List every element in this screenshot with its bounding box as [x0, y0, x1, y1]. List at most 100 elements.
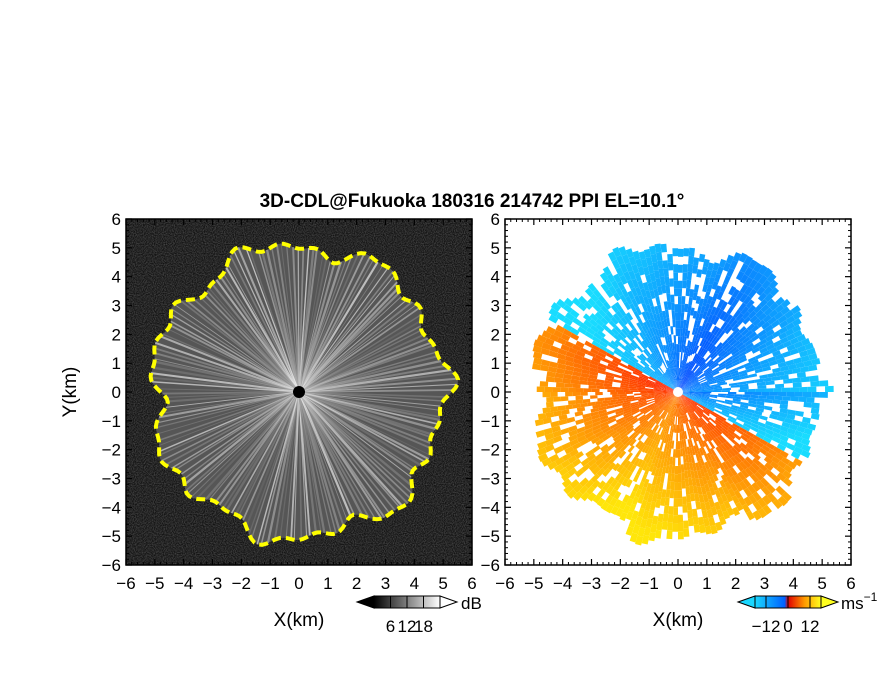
velocity-cell	[587, 453, 596, 462]
velocity-cell	[693, 393, 702, 395]
velocity-cell	[719, 503, 728, 513]
velocity-cell	[680, 377, 683, 385]
velocity-cell	[554, 456, 565, 466]
velocity-cell	[708, 399, 717, 403]
velocity-cell	[628, 384, 638, 388]
velocity-cell	[679, 399, 682, 408]
velocity-cell	[583, 301, 593, 310]
velocity-cell	[673, 264, 678, 273]
velocity-cell	[574, 451, 584, 460]
velocity-cell	[781, 298, 791, 309]
velocity-cell	[714, 285, 722, 295]
velocity-cell	[648, 448, 655, 457]
velocity-cell	[722, 404, 731, 409]
velocity-cell	[670, 351, 673, 360]
velocity-colorbar-tick-label: 12	[801, 617, 820, 636]
velocity-cell	[663, 384, 671, 389]
velocity-cell	[666, 317, 671, 327]
velocity-cell	[761, 444, 771, 453]
snr-beam	[169, 324, 300, 393]
snr-beam	[181, 391, 300, 475]
velocity-cell	[645, 385, 654, 389]
velocity-cell	[721, 408, 730, 413]
velocity-cell	[733, 309, 742, 319]
velocity-cell	[701, 396, 710, 400]
velocity-cell	[586, 327, 596, 336]
snr-beam	[298, 319, 422, 393]
velocity-cell	[580, 491, 590, 502]
velocity-cell	[654, 395, 663, 398]
velocity-cell	[724, 401, 733, 405]
velocity-cell	[724, 362, 733, 368]
velocity-cell	[694, 370, 701, 377]
velocity-cell	[714, 405, 723, 410]
velocity-cell	[622, 405, 632, 410]
velocity-cell	[639, 415, 647, 422]
velocity-cell	[658, 353, 664, 362]
velocity-cell	[727, 432, 736, 440]
velocity-cell	[693, 470, 699, 480]
velocity-cell	[756, 286, 766, 296]
velocity-cell	[686, 279, 692, 289]
velocity-cell	[631, 432, 639, 441]
velocity-center-blank	[673, 387, 683, 397]
velocity-cell	[598, 432, 608, 440]
velocity-cell	[632, 524, 641, 535]
velocity-cell	[664, 336, 669, 345]
velocity-cell	[623, 350, 632, 358]
velocity-cell	[691, 327, 697, 335]
velocity-cell	[761, 392, 770, 396]
velocity-cell	[615, 255, 625, 266]
velocity-cell	[745, 346, 754, 354]
velocity-cell	[748, 331, 758, 340]
velocity-cell	[654, 397, 663, 402]
velocity-cell	[699, 468, 706, 477]
velocity-cell	[779, 374, 789, 380]
velocity-cell	[648, 327, 655, 337]
velocity-cell	[614, 407, 624, 413]
velocity-cell	[803, 427, 813, 436]
velocity-cell	[676, 360, 678, 368]
velocity-cell	[771, 436, 782, 444]
velocity-cell	[614, 441, 623, 449]
velocity-cell	[683, 379, 690, 386]
velocity-cell	[808, 364, 818, 372]
velocity-cell	[670, 375, 675, 385]
velocity-cell	[732, 360, 741, 367]
velocity-cell	[775, 371, 785, 377]
velocity-cell	[627, 331, 635, 340]
snr-beam	[298, 391, 413, 487]
velocity-cell	[705, 407, 713, 413]
velocity-cell	[678, 248, 684, 257]
velocity-cell	[636, 322, 643, 331]
velocity-cell	[700, 305, 706, 314]
velocity-cell	[742, 432, 751, 440]
velocity-cell	[692, 265, 698, 274]
velocity-cell	[661, 521, 668, 530]
velocity-cell	[729, 339, 738, 347]
velocity-cell	[808, 353, 818, 361]
velocity-cell	[734, 394, 743, 397]
velocity-cell	[660, 376, 667, 382]
velocity-cell	[662, 394, 671, 398]
velocity-cell	[598, 406, 607, 411]
velocity-cell	[674, 400, 677, 409]
velocity-cell	[560, 344, 570, 352]
velocity-cell	[532, 363, 542, 371]
velocity-cell	[746, 408, 755, 414]
velocity-cell	[665, 434, 670, 443]
velocity-cell	[734, 482, 744, 492]
velocity-cell	[630, 342, 638, 350]
velocity-cell	[735, 365, 745, 371]
velocity-cell	[686, 361, 691, 370]
velocity-cell	[679, 376, 681, 385]
velocity-cell	[738, 326, 747, 334]
velocity-cell	[714, 355, 722, 363]
velocity-cell	[686, 370, 693, 378]
snr-beam	[214, 391, 300, 503]
velocity-cell	[639, 417, 647, 424]
velocity-cell	[806, 347, 816, 356]
velocity-cell	[656, 521, 663, 531]
velocity-cell	[681, 335, 685, 345]
